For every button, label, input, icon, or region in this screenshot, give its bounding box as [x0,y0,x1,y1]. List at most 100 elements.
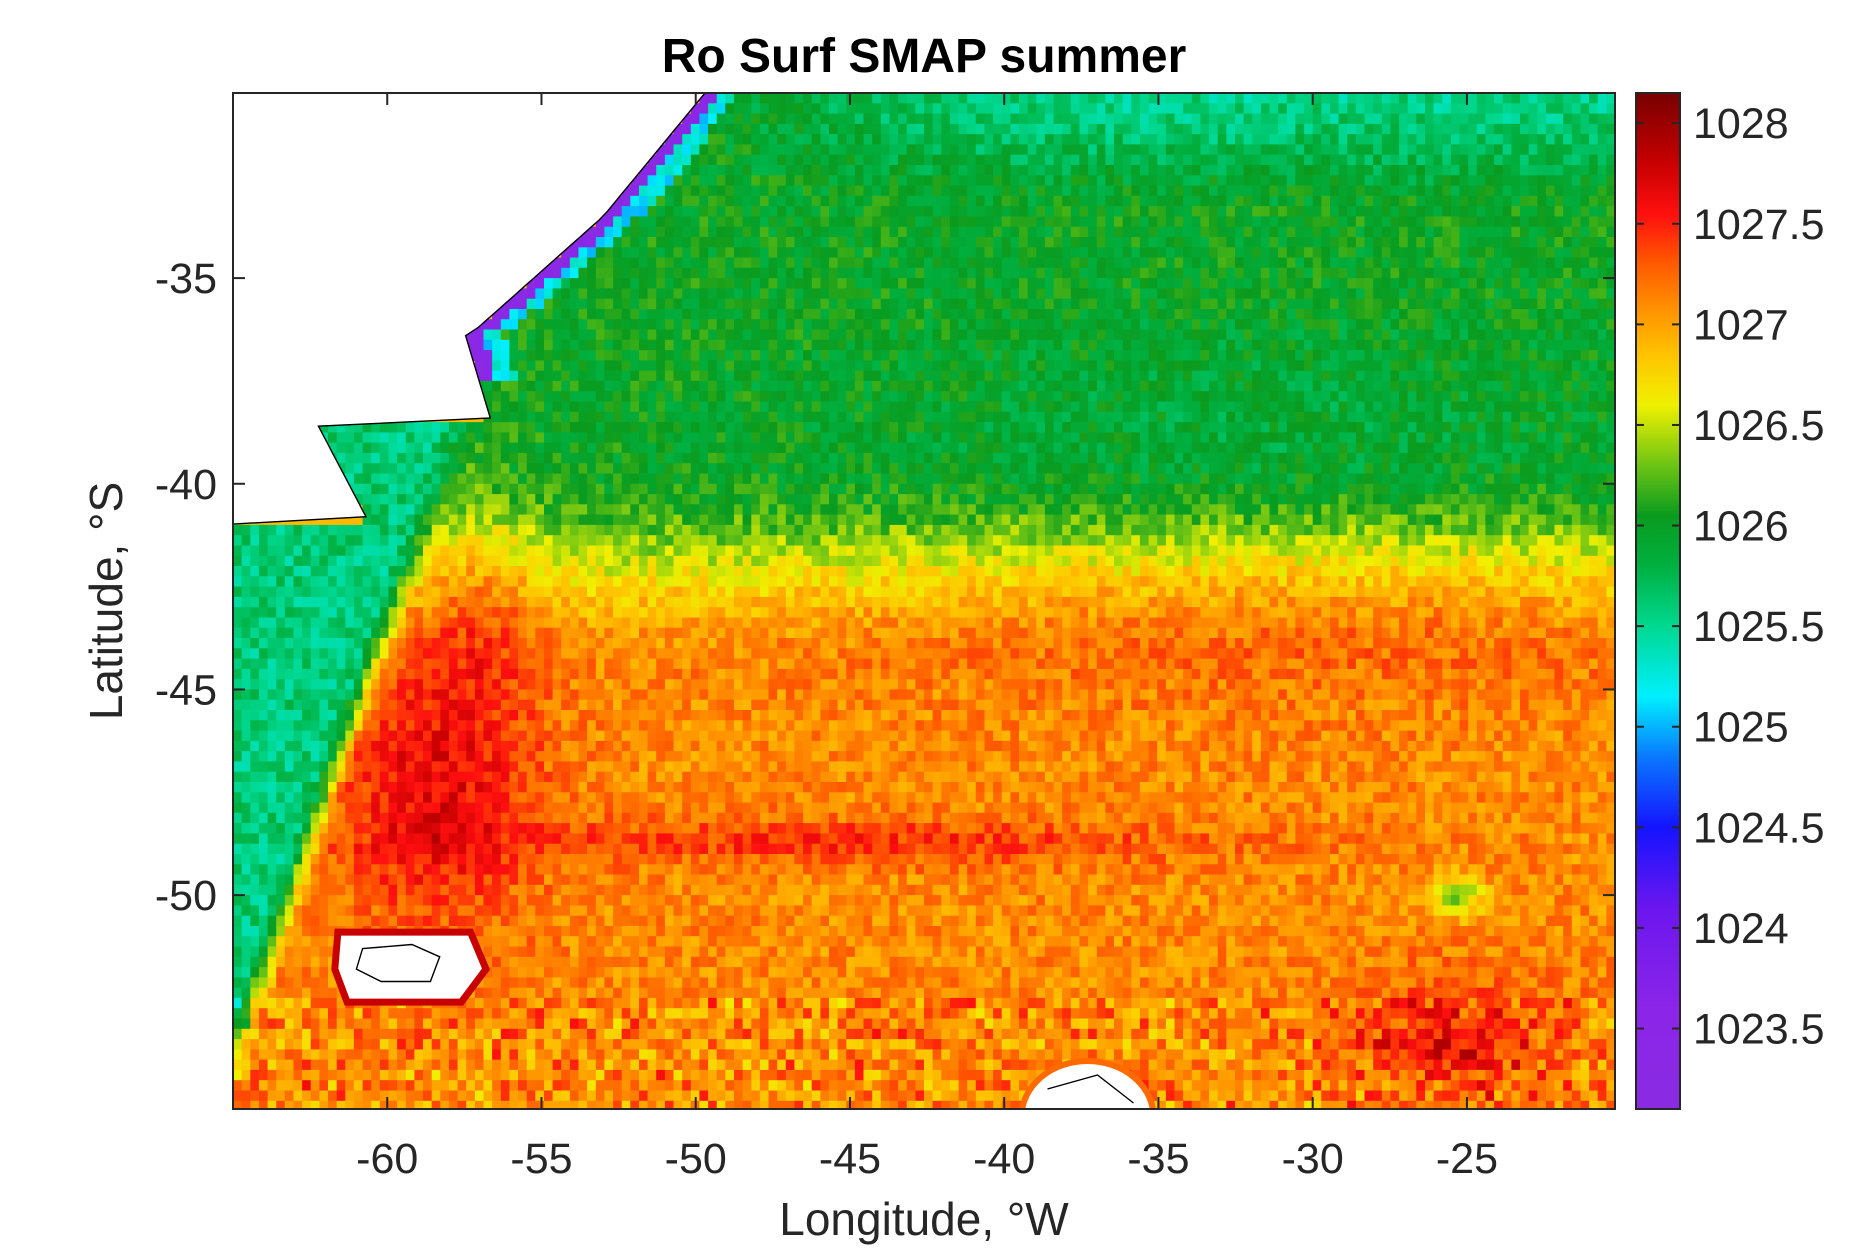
field-cell [1122,195,1132,207]
field-cell [984,442,994,454]
field-cell [889,350,899,361]
field-cell [1260,329,1271,341]
field-cell [1355,206,1366,217]
field-cell [388,452,398,464]
field-cell [1407,267,1417,279]
field-cell [725,432,735,444]
field-cell [1079,350,1089,361]
field-cell [448,473,459,485]
field-cell [1027,93,1037,104]
field-cell [1545,309,1556,320]
field-cell [1131,473,1141,485]
field-cell [1390,278,1400,289]
field-cell [1044,134,1055,145]
field-cell [1226,473,1236,485]
field-cell [1537,483,1547,495]
field-cell [1537,278,1547,289]
field-cell [880,175,890,187]
field-cell [863,195,873,207]
field-cell [949,154,960,166]
field-cell [656,144,666,156]
field-cell [1157,278,1167,289]
field-cell [1295,226,1305,238]
field-cell [1468,473,1478,485]
field-cell [1165,123,1176,135]
field-cell [759,339,770,351]
field-cell [1338,309,1348,320]
field-cell [1260,123,1271,135]
field-cell [898,339,908,351]
field-cell [1355,411,1366,423]
field-cell [345,432,355,444]
field-cell [1425,134,1435,145]
field-cell [656,319,666,331]
field-cell [1191,483,1201,495]
field-cell [1321,247,1331,259]
field-cell [759,267,770,279]
field-cell [1312,309,1322,320]
field-cell [699,370,709,382]
field-cell [500,370,510,382]
field-cell [1122,350,1132,361]
field-cell [1338,278,1348,289]
field-cell [664,309,675,320]
field-cell [405,494,415,505]
field-cell [1485,267,1495,279]
field-cell [1200,329,1210,341]
field-cell [975,278,985,289]
field-cell [880,483,890,495]
field-cell [1442,113,1452,125]
field-cell [1580,93,1590,104]
field-cell [647,319,657,331]
field-cell [1312,391,1322,403]
field-cell [630,195,640,207]
field-cell [1165,206,1176,217]
field-cell [1053,329,1063,341]
field-cell [1019,195,1029,207]
field-cell [1174,360,1184,372]
field-cell [811,350,821,361]
field-cell [1148,134,1158,145]
field-cell [1079,452,1089,464]
field-cell [1295,401,1305,413]
field-cell [829,278,839,289]
field-cell [898,473,908,485]
field-cell [1269,391,1279,403]
field-cell [889,422,899,433]
field-cell [1010,216,1020,228]
field-cell [1330,134,1340,145]
field-cell [1278,339,1288,351]
field-cell [535,298,545,310]
field-cell [1347,278,1357,289]
field-cell [1330,329,1340,341]
field-cell [1062,144,1072,156]
field-cell [768,195,778,207]
field-cell [1243,411,1253,423]
field-cell [1139,216,1150,228]
field-cell [535,319,545,331]
field-cell [872,206,882,217]
field-cell [1537,113,1547,125]
field-cell [1528,123,1538,135]
field-cell [1062,473,1072,485]
field-cell [1338,216,1348,228]
field-cell [1554,401,1564,413]
field-cell [1027,298,1037,310]
field-cell [639,319,649,331]
field-cell [1468,298,1478,310]
field-cell [1062,309,1072,320]
field-cell [1070,411,1080,423]
field-cell [1122,226,1132,238]
field-cell [759,288,770,300]
field-cell [1468,319,1478,331]
field-cell [863,442,873,454]
field-cell [1079,206,1089,217]
field-cell [1217,165,1227,176]
field-cell [1373,411,1383,423]
field-cell [1442,185,1452,197]
field-cell [1511,226,1521,238]
field-cell [708,401,718,413]
field-cell [1554,195,1564,207]
field-cell [863,360,873,372]
field-cell [1010,165,1020,176]
